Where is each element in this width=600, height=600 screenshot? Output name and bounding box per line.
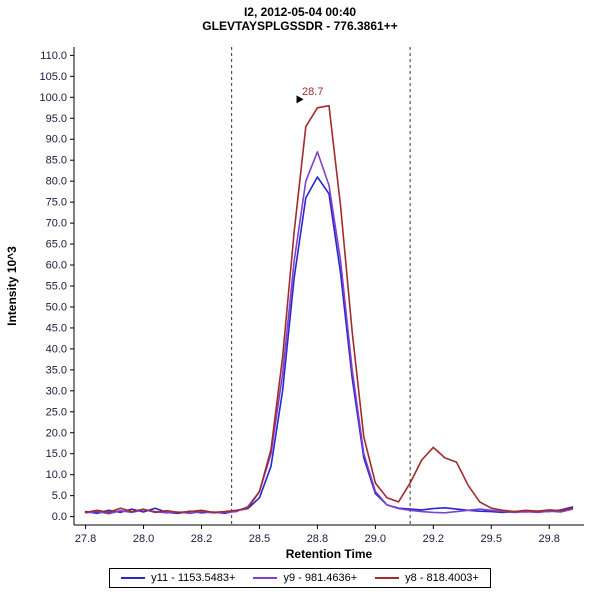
y-tick-label: 20.0 <box>46 427 67 439</box>
x-tick-label: 28.2 <box>191 533 212 545</box>
legend-line-swatch <box>253 577 278 579</box>
series-line-y9 <box>84 151 574 515</box>
chart-header: I2, 2012-05-04 00:40 GLEVTAYSPLGSSDR - 7… <box>0 0 600 33</box>
x-tick-label: 29.0 <box>365 533 386 545</box>
y-tick-label: 75.0 <box>46 197 67 209</box>
legend-box: y11 - 1153.5483+ y9 - 981.4636+ y8 - 818.4… <box>109 568 491 588</box>
y-tick-label: 80.0 <box>46 176 67 188</box>
y-tick-label: 10.0 <box>46 469 67 481</box>
x-tick-label: 28.5 <box>249 533 270 545</box>
legend-line-swatch <box>375 577 400 579</box>
chromatogram-plot[interactable]: 0.0 5.0 10.0 15.0 20.0 25.0 30.0 35.0 40.0 45.0 50… <box>0 33 600 565</box>
y-tick-label: 110.0 <box>40 50 67 62</box>
x-tick-label: 28.0 <box>133 533 154 545</box>
y-tick-label: 90.0 <box>46 134 67 146</box>
x-axis-label: Retention Time <box>286 547 373 561</box>
legend: y11 - 1153.5483+ y9 - 981.4636+ y8 - 818.4… <box>0 568 600 588</box>
legend-entry-label: y8 - 818.4003+ <box>405 572 479 584</box>
legend-line-swatch <box>121 577 146 579</box>
y-tick-label: 100.0 <box>39 92 67 104</box>
peak-pointer-icon <box>296 95 304 104</box>
legend-entry-y8: y8 - 818.4003+ <box>366 569 488 587</box>
y-tick-label: 70.0 <box>46 218 67 230</box>
y-tick-label: 60.0 <box>46 260 67 272</box>
y-tick-label: 65.0 <box>46 239 67 251</box>
y-tick-label: 85.0 <box>46 155 67 167</box>
y-tick-label: 25.0 <box>46 406 67 418</box>
x-tick-label: 29.8 <box>539 533 560 545</box>
x-tick-label: 27.8 <box>75 533 96 545</box>
series-line-y11 <box>84 176 574 515</box>
legend-entry-label: y9 - 981.4636+ <box>283 572 358 584</box>
chart-title-line2: GLEVTAYSPLGSSDR - 776.3861++ <box>202 19 398 33</box>
y-tick-label: 0.0 <box>52 511 67 523</box>
y-axis-label: Intensity 10^3 <box>5 246 19 326</box>
y-tick-label: 105.0 <box>39 71 67 83</box>
chart-title-line1: I2, 2012-05-04 00:40 <box>243 5 357 19</box>
legend-entry-y11: y11 - 1153.5483+ <box>112 569 244 587</box>
y-tick-label: 40.0 <box>46 343 67 355</box>
legend-entry-label: y11 - 1153.5483+ <box>151 572 236 584</box>
y-tick-label: 95.0 <box>46 113 67 125</box>
y-tick-label: 35.0 <box>46 364 67 376</box>
y-tick-label: 5.0 <box>52 490 67 502</box>
legend-entry-y9: y9 - 981.4636+ <box>244 569 366 587</box>
y-tick-label: 45.0 <box>46 322 67 334</box>
series-line-y8 <box>84 104 574 514</box>
y-tick-label: 15.0 <box>46 448 67 460</box>
peak-rt-annotation: 28.7 <box>302 86 323 98</box>
y-tick-label: 30.0 <box>46 385 67 397</box>
y-tick-label: 55.0 <box>46 281 67 293</box>
x-tick-label: 28.8 <box>307 533 328 545</box>
y-tick-label: 50.0 <box>46 301 67 313</box>
x-tick-label: 29.5 <box>481 533 502 545</box>
x-tick-label: 29.2 <box>423 533 444 545</box>
